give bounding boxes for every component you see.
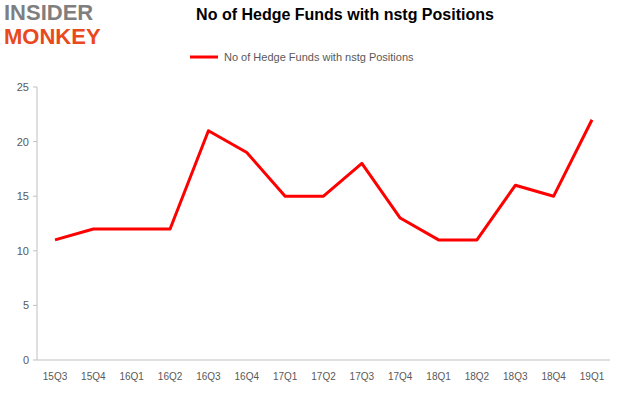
x-tick-label: 16Q4 bbox=[235, 371, 260, 382]
title: No of Hedge Funds with nstg Positions bbox=[196, 6, 494, 23]
y-tick bbox=[33, 141, 37, 142]
x-tick-label: 19Q1 bbox=[580, 371, 605, 382]
series-line bbox=[55, 120, 592, 240]
x-tick-label: 16Q2 bbox=[158, 371, 183, 382]
logo-text: INSIDER bbox=[4, 0, 93, 25]
legend-swatch bbox=[190, 56, 218, 59]
x-tick-label: 18Q2 bbox=[465, 371, 490, 382]
logo-text: MONKEY bbox=[4, 24, 101, 49]
x-tick-label: 18Q1 bbox=[426, 371, 451, 382]
y-tick bbox=[33, 360, 37, 361]
y-tick bbox=[33, 250, 37, 251]
x-tick-label: 16Q1 bbox=[119, 371, 144, 382]
chart: INSIDERMONKEY No of Hedge Funds with nstg… bbox=[0, 0, 625, 395]
y-tick bbox=[33, 196, 37, 197]
x-tick-label: 17Q3 bbox=[350, 371, 375, 382]
y-tick-label: 20 bbox=[17, 136, 29, 148]
y-tick-label: 10 bbox=[17, 245, 29, 257]
x-axis bbox=[37, 360, 610, 361]
legend-label: No of Hedge Funds with nstg Positions bbox=[224, 51, 414, 63]
y-tick bbox=[33, 305, 37, 306]
y-axis bbox=[37, 87, 38, 360]
y-tick-label: 25 bbox=[17, 81, 29, 93]
y-tick-label: 0 bbox=[23, 354, 29, 366]
x-tick-label: 17Q1 bbox=[273, 371, 298, 382]
x-tick-label: 15Q3 bbox=[43, 371, 68, 382]
x-tick-label: 18Q3 bbox=[503, 371, 528, 382]
y-tick bbox=[33, 87, 37, 88]
x-tick-label: 15Q4 bbox=[81, 371, 106, 382]
x-tick-label: 17Q2 bbox=[311, 371, 336, 382]
x-tick-label: 17Q4 bbox=[388, 371, 413, 382]
x-tick-label: 18Q4 bbox=[541, 371, 566, 382]
y-tick-label: 15 bbox=[17, 190, 29, 202]
x-tick-label: 16Q3 bbox=[196, 371, 221, 382]
y-tick-label: 5 bbox=[23, 299, 29, 311]
plot-area bbox=[55, 120, 592, 240]
